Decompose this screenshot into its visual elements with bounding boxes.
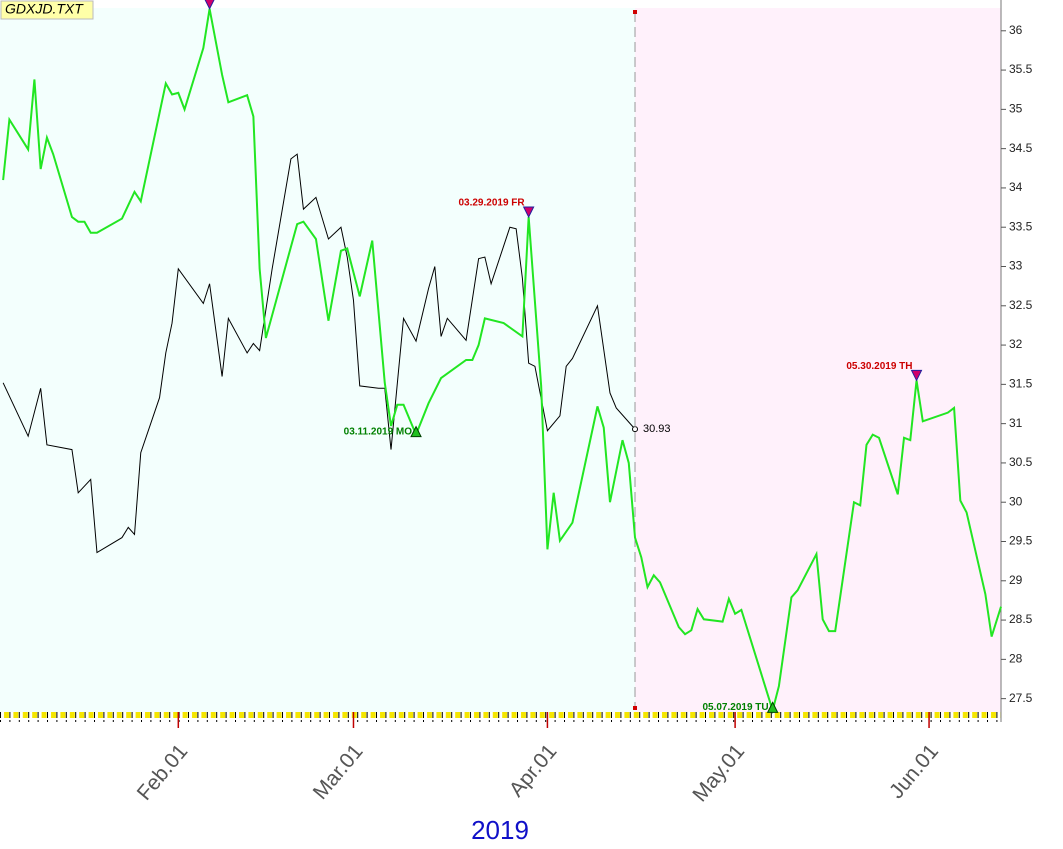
y-tick-label: 31.5 — [1009, 377, 1033, 391]
split-dot — [633, 10, 638, 14]
y-tick-label: 28.5 — [1009, 612, 1033, 626]
end-marker — [632, 426, 639, 433]
y-tick-label: 36 — [1009, 23, 1023, 37]
end-label: 30.93 — [643, 423, 671, 435]
y-tick-label: 31 — [1009, 416, 1023, 430]
annotation-marker — [522, 206, 535, 219]
y-tick-label: 29 — [1009, 573, 1023, 587]
series-line — [2, 8, 1002, 715]
y-tick-label: 34 — [1009, 180, 1023, 194]
y-tick-label: 34.5 — [1009, 141, 1033, 155]
y-tick-label: 33.5 — [1009, 219, 1033, 233]
y-tick-label: 33 — [1009, 259, 1023, 273]
annotation-marker — [910, 369, 923, 382]
y-tick-label: 27.5 — [1009, 691, 1033, 705]
y-tick-label: 28 — [1009, 652, 1023, 666]
annotation-marker — [410, 425, 422, 438]
split-dot — [633, 706, 638, 710]
symbol-label: GDXJD.TXT — [5, 1, 84, 17]
y-tick-label: 32 — [1009, 337, 1023, 351]
y-tick-label: 30 — [1009, 494, 1023, 508]
annotation-label: 03.29.2019 FR — [458, 198, 525, 209]
y-tick-label: 35.5 — [1009, 62, 1033, 76]
annotation-label: 03.11.2019 MO — [344, 426, 413, 437]
forecast-region — [635, 8, 1001, 712]
time-strip — [0, 712, 1001, 722]
annotation-label: 05.30.2019 TH — [846, 361, 912, 372]
symbol-box — [0, 0, 94, 20]
y-tick-label: 30.5 — [1009, 455, 1033, 469]
y-tick-label: 32.5 — [1009, 298, 1033, 312]
annotation-marker — [766, 701, 779, 713]
annotation-label: 05.07.2019 TU — [702, 702, 768, 713]
history-region — [0, 8, 636, 712]
y-tick-label: 35 — [1009, 102, 1023, 116]
annotation-marker — [204, 0, 215, 10]
y-tick-label: 29.5 — [1009, 534, 1033, 548]
year-label: 2019 — [471, 815, 529, 845]
